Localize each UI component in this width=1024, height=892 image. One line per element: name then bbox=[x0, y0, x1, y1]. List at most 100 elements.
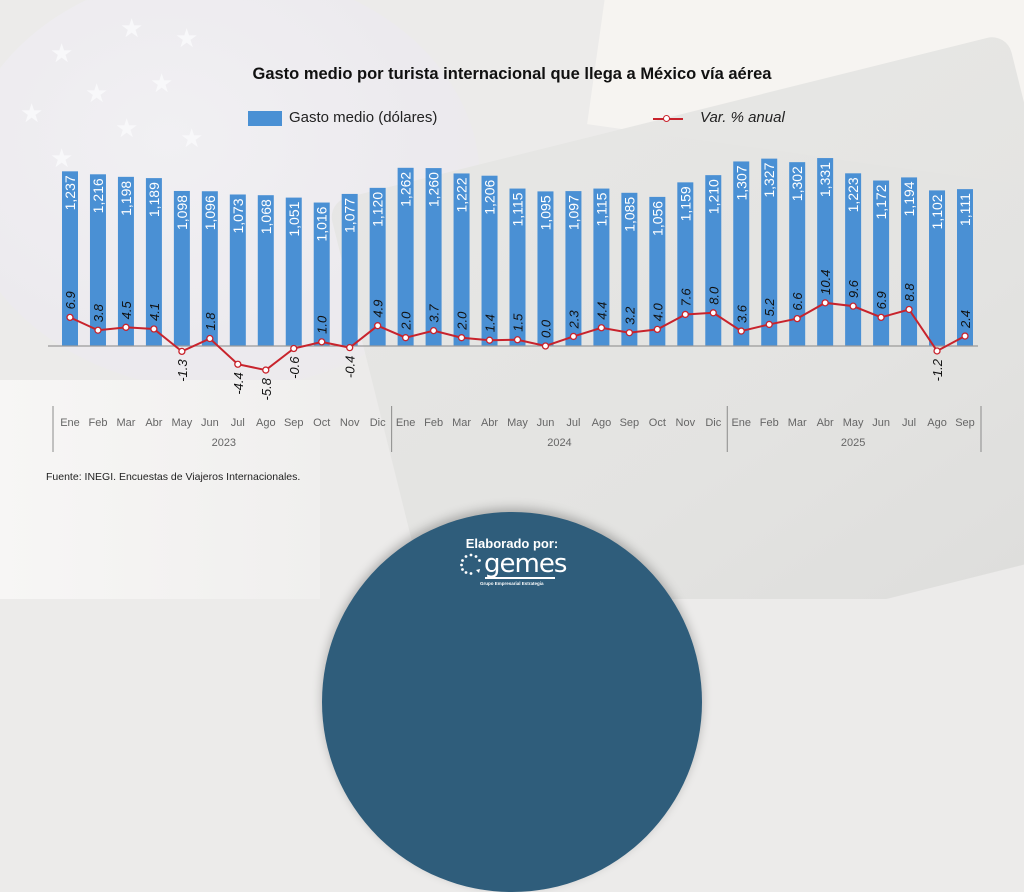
bar-value-label: 1,302 bbox=[789, 166, 805, 201]
line-value-label: 8.8 bbox=[902, 283, 917, 302]
x-tick-label: Abr bbox=[481, 417, 498, 429]
bar-value-label: 1,097 bbox=[565, 195, 581, 230]
line-value-label: 1.5 bbox=[511, 313, 526, 332]
bar-value-label: 1,331 bbox=[817, 162, 833, 197]
gemes-logo-icon bbox=[460, 553, 481, 575]
line-value-label: 4.5 bbox=[119, 300, 134, 319]
x-tick-label: Ene bbox=[60, 417, 80, 429]
bar bbox=[285, 197, 302, 346]
line-point bbox=[653, 325, 661, 334]
bar bbox=[145, 178, 162, 346]
logo-tagline: Grupo Empresarial Estrategia bbox=[480, 581, 544, 586]
x-tick-label: Jul bbox=[902, 417, 916, 429]
x-tick-label: Ene bbox=[396, 417, 416, 429]
bar bbox=[62, 171, 78, 346]
line-point bbox=[290, 344, 298, 353]
line-value-label: -0.6 bbox=[287, 356, 302, 379]
bar bbox=[649, 196, 666, 346]
line-point bbox=[122, 323, 130, 331]
bar-value-label: 1,085 bbox=[621, 197, 637, 232]
year-label: 2025 bbox=[841, 437, 865, 449]
x-tick-label: Oct bbox=[649, 417, 666, 429]
line-value-label: 3.2 bbox=[622, 306, 637, 325]
bar bbox=[229, 194, 246, 346]
bar-value-label: 1,056 bbox=[649, 201, 665, 236]
bar bbox=[929, 190, 946, 346]
x-tick-label: Nov bbox=[676, 417, 696, 429]
bar-value-label: 1,120 bbox=[370, 192, 386, 227]
bar bbox=[761, 158, 778, 346]
bar-value-label: 1,051 bbox=[286, 201, 302, 236]
x-tick-label: Jul bbox=[566, 417, 580, 429]
bar-value-label: 1,210 bbox=[705, 179, 721, 214]
line-value-label: 6.6 bbox=[790, 292, 805, 311]
x-tick-label: Feb bbox=[88, 417, 107, 429]
x-tick-label: Dic bbox=[370, 417, 386, 429]
bar bbox=[705, 175, 722, 346]
line-value-label: 4.4 bbox=[594, 302, 609, 320]
bar bbox=[117, 176, 134, 346]
line-point bbox=[877, 313, 885, 322]
bar-value-label: 1,237 bbox=[62, 175, 78, 210]
bar-value-label: 1,262 bbox=[398, 172, 414, 207]
logo-underline bbox=[485, 577, 555, 579]
logo-wordmark: gemes bbox=[484, 549, 567, 579]
star-icon: ★ bbox=[180, 123, 204, 153]
x-tick-label: Abr bbox=[145, 417, 162, 429]
line-point bbox=[737, 327, 745, 335]
line-value-label: -5.8 bbox=[259, 377, 274, 400]
bar-value-label: 1,222 bbox=[454, 177, 470, 212]
line-point bbox=[513, 336, 522, 344]
x-tick-label: Ago bbox=[256, 417, 276, 429]
credit-title: Elaborado por: bbox=[465, 536, 559, 551]
bar-value-label: 1,115 bbox=[593, 192, 609, 226]
x-tick-label: Mar bbox=[116, 417, 135, 429]
line-value-label: 4.1 bbox=[147, 303, 162, 321]
star-icon: ★ bbox=[175, 23, 199, 53]
x-tick-label: May bbox=[171, 417, 192, 429]
x-tick-label: Dic bbox=[705, 417, 721, 429]
bar-value-label: 1,115 bbox=[510, 192, 526, 226]
bar-value-label: 1,327 bbox=[761, 162, 777, 197]
bar bbox=[621, 192, 638, 346]
bar bbox=[537, 191, 554, 346]
line-value-label: 4.9 bbox=[371, 300, 386, 318]
bar-value-label: 1,159 bbox=[677, 186, 693, 221]
bar-value-label: 1,077 bbox=[342, 198, 358, 233]
star-icon: ★ bbox=[150, 68, 174, 98]
line-point bbox=[262, 366, 270, 374]
line-value-label: 5.2 bbox=[762, 298, 777, 317]
line-point bbox=[401, 334, 410, 342]
bar bbox=[173, 190, 190, 346]
x-tick-label: Abr bbox=[817, 417, 834, 429]
bar bbox=[817, 158, 834, 346]
line-point bbox=[793, 314, 801, 323]
bar bbox=[481, 175, 498, 346]
x-tick-label: Jul bbox=[231, 417, 245, 429]
bar bbox=[957, 189, 973, 346]
x-tick-label: Ene bbox=[731, 417, 751, 429]
x-tick-label: Sep bbox=[955, 417, 975, 429]
chart-title: Gasto medio por turista internacional qu… bbox=[252, 65, 772, 83]
bar-value-label: 1,223 bbox=[845, 177, 861, 212]
x-tick-label: Mar bbox=[452, 417, 471, 429]
bar bbox=[789, 162, 806, 346]
bar-value-label: 1,073 bbox=[230, 198, 246, 233]
source-note: Fuente: INEGI. Encuestas de Viajeros Int… bbox=[46, 471, 301, 483]
bar-value-label: 1,194 bbox=[901, 181, 917, 216]
bar bbox=[509, 188, 526, 346]
line-value-label: 2.0 bbox=[455, 311, 470, 331]
bar bbox=[565, 191, 582, 346]
bar bbox=[201, 191, 218, 346]
chart-area: 1,237 1,216 1,198 1,189 1,098 1,096 1,073 1,068… bbox=[48, 158, 982, 452]
bar bbox=[845, 173, 862, 346]
x-tick-label: Jun bbox=[537, 417, 555, 429]
line-value-label: -1.3 bbox=[175, 359, 190, 382]
line-point bbox=[346, 344, 354, 352]
bar bbox=[397, 167, 414, 346]
legend-bar-swatch bbox=[248, 111, 282, 126]
line-value-label: 7.6 bbox=[678, 288, 693, 307]
x-tick-label: May bbox=[507, 417, 528, 429]
line-value-label: -0.4 bbox=[343, 356, 358, 378]
bar bbox=[901, 177, 918, 346]
